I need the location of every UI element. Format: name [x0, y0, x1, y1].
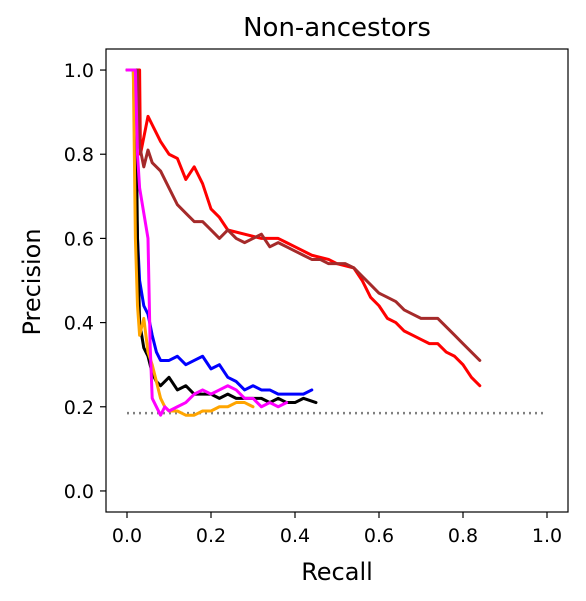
- x-tick-label: 0.8: [448, 525, 478, 547]
- y-tick-label: 0.8: [64, 144, 94, 166]
- series-line-4: [125, 68, 318, 405]
- x-axis-label: Recall: [301, 558, 373, 586]
- x-tick-label: 0.4: [280, 525, 310, 547]
- plot-area: [125, 68, 547, 417]
- series-line-2: [125, 68, 482, 362]
- y-tick-label: 0.6: [64, 228, 94, 250]
- x-tick-label: 0.0: [112, 525, 142, 547]
- series-line-3: [125, 68, 314, 396]
- y-tick-label: 0.0: [64, 481, 94, 503]
- y-tick-label: 1.0: [64, 60, 94, 82]
- y-tick-label: 0.4: [64, 313, 94, 335]
- x-tick-label: 0.2: [196, 525, 226, 547]
- series-line-6: [125, 68, 289, 417]
- plot-frame: [105, 48, 569, 513]
- x-axis: 0.0 0.2 0.4 0.6 0.8 1.0: [112, 512, 562, 547]
- x-tick-label: 0.6: [364, 525, 394, 547]
- y-tick-label: 0.2: [64, 397, 94, 419]
- series-line-1: [125, 68, 482, 388]
- y-axis-label: Precision: [18, 228, 46, 335]
- y-axis: 0.0 0.2 0.4 0.6 0.8 1.0: [64, 60, 106, 503]
- chart-title: Non-ancestors: [243, 13, 431, 43]
- x-tick-label: 1.0: [532, 525, 562, 547]
